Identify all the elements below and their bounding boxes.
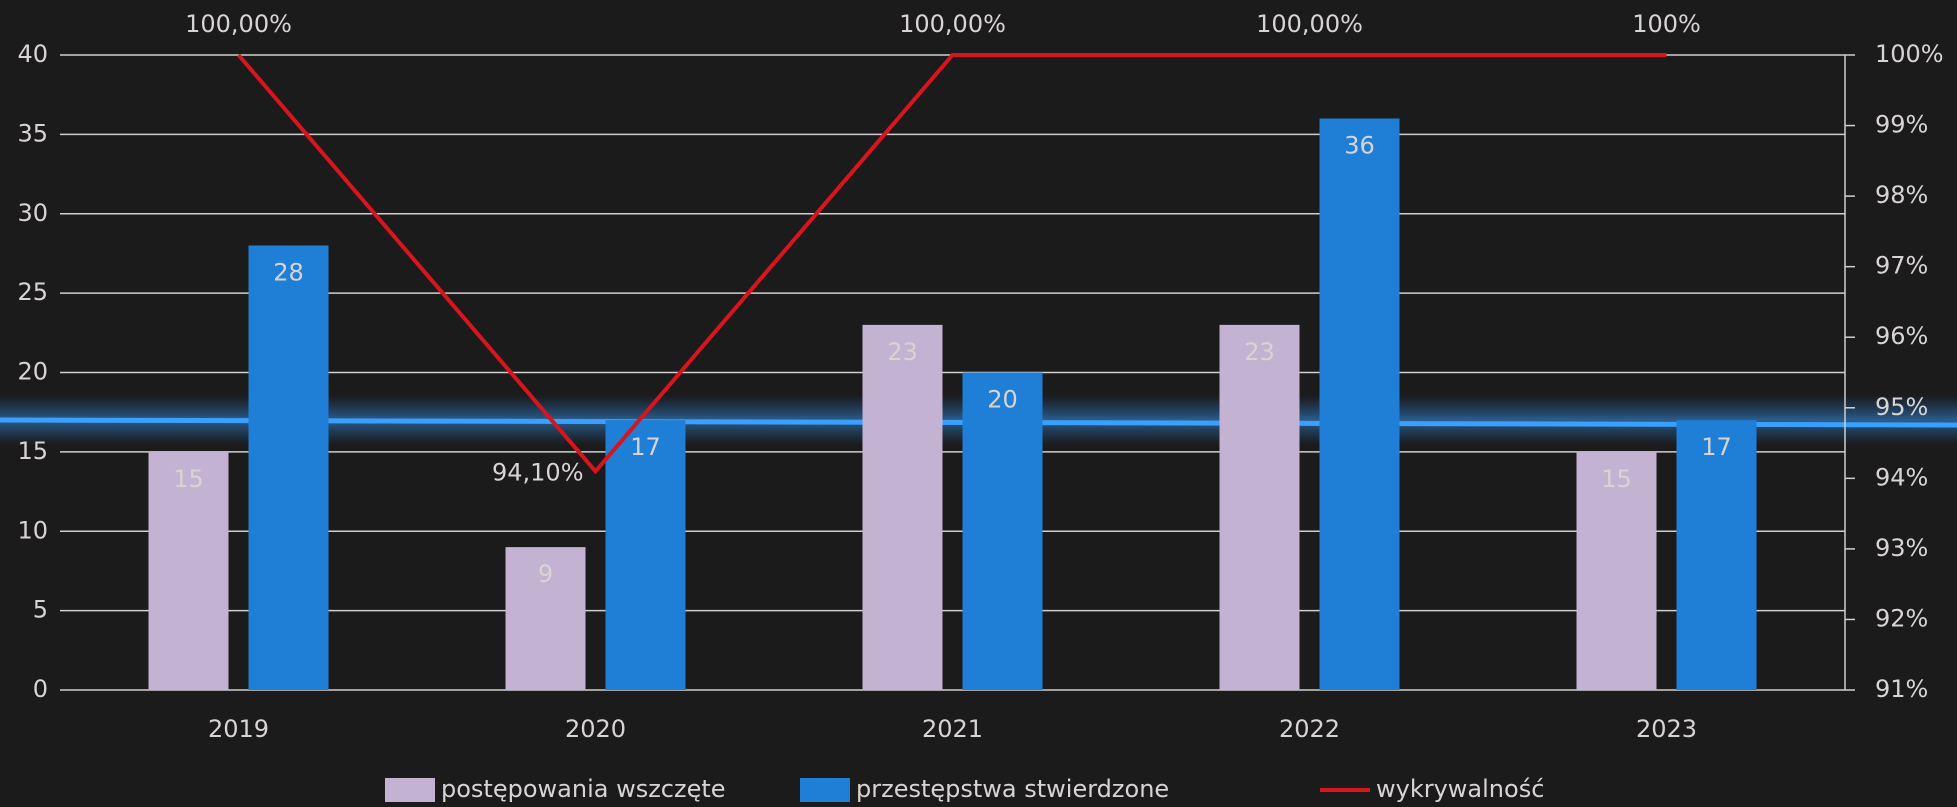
x-tick-label: 2021 bbox=[922, 715, 983, 743]
y2-tick-label: 92% bbox=[1875, 604, 1928, 632]
y-tick-label: 35 bbox=[17, 119, 48, 147]
y2-tick-label: 91% bbox=[1875, 675, 1928, 703]
bar bbox=[248, 245, 329, 690]
bar bbox=[505, 547, 586, 690]
bar-value-label: 20 bbox=[987, 386, 1018, 414]
bar bbox=[1576, 451, 1657, 690]
y2-tick-label: 100% bbox=[1875, 40, 1944, 68]
line-value-label: 100,00% bbox=[1256, 10, 1363, 38]
y-tick-label: 10 bbox=[17, 516, 48, 544]
y-tick-label: 25 bbox=[17, 278, 48, 306]
bar-value-label: 17 bbox=[630, 433, 661, 461]
bar bbox=[605, 420, 686, 690]
bar bbox=[862, 324, 943, 690]
legend-label: przestępstwa stwierdzone bbox=[856, 775, 1169, 803]
bar bbox=[962, 372, 1043, 690]
bar-value-label: 9 bbox=[538, 560, 553, 588]
legend-label: wykrywalność bbox=[1376, 775, 1544, 803]
bar-value-label: 36 bbox=[1344, 132, 1375, 160]
y-tick-label: 20 bbox=[17, 358, 48, 386]
bar bbox=[148, 451, 229, 690]
bar-value-label: 23 bbox=[1244, 338, 1275, 366]
y2-tick-label: 93% bbox=[1875, 534, 1928, 562]
y2-tick-label: 95% bbox=[1875, 393, 1928, 421]
y-tick-label: 0 bbox=[33, 675, 48, 703]
y-tick-label: 15 bbox=[17, 437, 48, 465]
bar-value-label: 17 bbox=[1701, 433, 1732, 461]
line bbox=[236, 53, 1667, 475]
y2-tick-label: 96% bbox=[1875, 322, 1928, 350]
bar-value-label: 28 bbox=[273, 259, 304, 287]
legend-label: postępowania wszczęte bbox=[441, 775, 726, 803]
bar bbox=[1219, 324, 1300, 690]
x-tick-label: 2023 bbox=[1636, 715, 1697, 743]
bar bbox=[1319, 118, 1400, 690]
bar bbox=[1676, 420, 1757, 690]
bar-value-label: 23 bbox=[887, 338, 918, 366]
y2-tick-label: 98% bbox=[1875, 181, 1928, 209]
y-tick-label: 30 bbox=[17, 199, 48, 227]
y2-tick-label: 94% bbox=[1875, 463, 1928, 491]
line-value-label: 94,10% bbox=[492, 458, 584, 486]
x-tick-label: 2022 bbox=[1279, 715, 1340, 743]
y2-tick-label: 99% bbox=[1875, 111, 1928, 139]
bar-value-label: 15 bbox=[173, 465, 204, 493]
line-value-label: 100% bbox=[1632, 10, 1701, 38]
legend-swatch bbox=[800, 778, 850, 802]
x-tick-label: 2020 bbox=[565, 715, 626, 743]
y2-tick-label: 97% bbox=[1875, 252, 1928, 280]
line-value-label: 100,00% bbox=[899, 10, 1006, 38]
legend-swatch bbox=[385, 778, 435, 802]
x-tick-label: 2019 bbox=[208, 715, 269, 743]
line-value-label: 100,00% bbox=[185, 10, 292, 38]
y-tick-label: 5 bbox=[33, 596, 48, 624]
y-tick-label: 40 bbox=[17, 40, 48, 68]
bar-value-label: 15 bbox=[1601, 465, 1632, 493]
